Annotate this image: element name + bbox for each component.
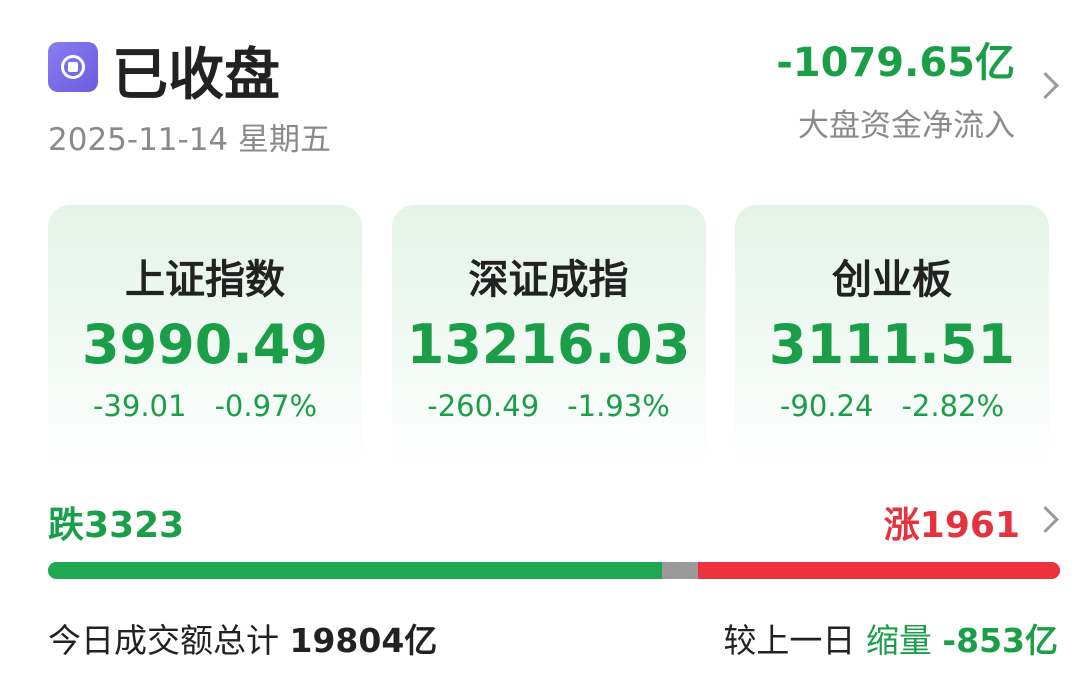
index-change-value: -90.24 — [779, 389, 874, 423]
index-value: 3990.49 — [82, 313, 328, 376]
index-card[interactable]: 深证成指 13216.03 -260.49 -1.93% — [391, 205, 706, 470]
index-change-pct: -1.93% — [567, 389, 670, 423]
index-card[interactable]: 上证指数 3990.49 -39.01 -0.97% — [48, 205, 362, 470]
index-change-pct: -2.82% — [901, 389, 1005, 423]
index-change: -260.49 -1.93% — [392, 389, 706, 423]
up-label: 涨 — [883, 505, 920, 546]
index-change-value: -39.01 — [92, 389, 187, 423]
flow-value: -1079.65亿 — [776, 40, 1015, 86]
turnover: 今日成交额总计 19804亿 — [48, 614, 437, 662]
date: 2025-11-14 星期五 — [48, 122, 332, 158]
index-change-pct: -0.97% — [214, 389, 318, 423]
breadth-bar — [48, 562, 1060, 579]
turnover-value: 19804亿 — [289, 621, 438, 660]
down-count: 跌3323 — [48, 496, 184, 548]
compare-label: 较上一日 — [723, 621, 856, 660]
index-change-value: -260.49 — [427, 389, 540, 423]
up-number: 1961 — [919, 505, 1020, 546]
breadth-chevron[interactable] — [1032, 506, 1059, 533]
up-count: 涨1961 — [884, 496, 1020, 548]
status-title: 已收盘 — [112, 43, 280, 108]
status-icon — [48, 42, 98, 92]
down-segment — [48, 562, 662, 579]
turnover-compare: 较上一日 缩量 -853亿 — [723, 614, 1058, 662]
compare-tag: 缩量 — [865, 621, 932, 660]
flow-label: 大盘资金净流入 — [798, 108, 1015, 144]
index-change: -90.24 -2.82% — [735, 389, 1049, 423]
index-name: 上证指数 — [125, 257, 285, 303]
index-name: 深证成指 — [468, 257, 629, 303]
flow-chevron[interactable] — [1032, 72, 1059, 99]
index-name: 创业板 — [832, 257, 952, 303]
turnover-label: 今日成交额总计 — [48, 621, 279, 660]
index-value: 13216.03 — [406, 313, 691, 376]
index-card[interactable]: 创业板 3111.51 -90.24 -2.82% — [735, 205, 1049, 470]
index-change: -39.01 -0.97% — [48, 389, 362, 423]
up-segment — [697, 562, 1060, 579]
compare-value: -853亿 — [942, 621, 1058, 660]
down-number: 3323 — [84, 505, 185, 546]
down-label: 跌 — [48, 505, 85, 546]
index-value: 3111.51 — [769, 313, 1015, 376]
